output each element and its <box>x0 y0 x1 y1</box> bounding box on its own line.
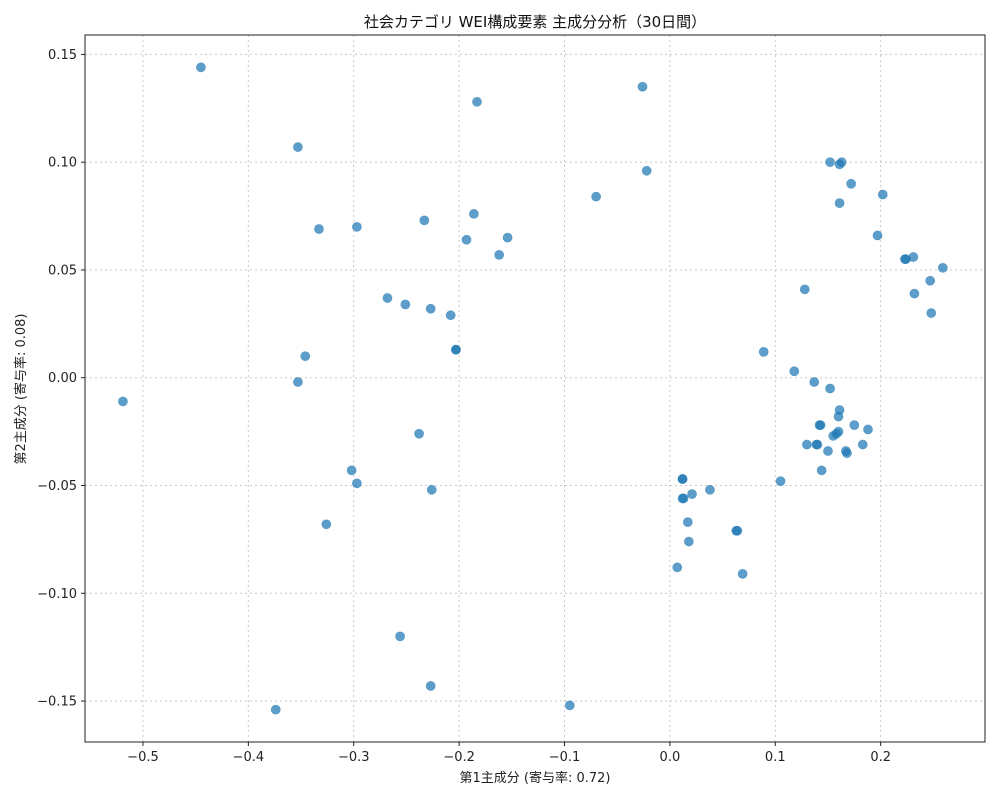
y-axis-label: 第2主成分 (寄与率: 0.08) <box>13 313 29 464</box>
scatter-point <box>425 303 436 314</box>
x-tick-label: 0.1 <box>765 750 786 765</box>
scatter-point <box>472 96 482 107</box>
scatter-point <box>564 700 575 711</box>
plot-frame <box>84 34 986 743</box>
x-axis-label: 第1主成分 (寄与率: 0.72) <box>459 770 610 786</box>
scatter-point <box>816 465 827 476</box>
y-tick-label: −0.10 <box>37 587 77 602</box>
scatter-point <box>445 310 456 321</box>
scatter-point <box>863 424 873 435</box>
scatter-point <box>461 234 472 245</box>
scatter-point <box>314 224 324 234</box>
data-points <box>118 62 948 715</box>
scatter-point <box>641 165 652 176</box>
scatter-point <box>823 446 833 456</box>
x-tick-label: −0.3 <box>338 750 370 765</box>
y-tick-label: 0.10 <box>48 156 77 171</box>
scatter-point <box>842 448 852 459</box>
scatter-point <box>419 215 430 226</box>
scatter-point <box>672 562 683 573</box>
scatter-point <box>321 519 332 530</box>
x-tick-label: −0.4 <box>233 750 265 765</box>
scatter-point <box>812 439 823 450</box>
scatter-point <box>382 293 393 303</box>
scatter-point <box>825 157 835 168</box>
scatter-point <box>400 299 411 310</box>
scatter-point <box>937 262 948 273</box>
x-tick-label: 0.0 <box>660 750 681 765</box>
chart-title: 社会カテゴリ WEI構成要素 主成分分析（30日間） <box>364 13 706 31</box>
scatter-point <box>846 178 857 189</box>
x-axis-ticks: −0.5 −0.4 −0.3 −0.2 −0.1 0.0 0.1 0.2 <box>127 742 891 765</box>
scatter-point <box>683 536 694 547</box>
y-tick-label: −0.15 <box>37 695 77 710</box>
scatter-point <box>926 308 937 318</box>
scatter-point <box>925 275 936 286</box>
scatter-point <box>414 428 424 439</box>
y-tick-label: 0.15 <box>48 48 77 63</box>
scatter-point <box>908 252 919 262</box>
x-tick-label: −0.5 <box>127 750 159 765</box>
scatter-point <box>426 484 437 495</box>
scatter-point <box>789 366 800 377</box>
y-axis-ticks: −0.15 −0.10 −0.05 0.00 0.05 0.10 0.15 <box>37 48 85 710</box>
scatter-point <box>494 249 505 260</box>
scatter-point <box>502 232 513 243</box>
scatter-point <box>834 405 845 415</box>
scatter-point <box>825 383 835 394</box>
scatter-point <box>682 517 693 528</box>
x-tick-label: 0.2 <box>870 750 891 765</box>
scatter-point <box>834 198 845 209</box>
y-tick-label: 0.00 <box>48 371 77 386</box>
scatter-point <box>799 284 810 295</box>
scatter-point <box>732 525 743 536</box>
scatter-point <box>196 62 206 73</box>
scatter-point <box>836 157 847 168</box>
scatter-point <box>909 288 920 299</box>
scatter-point <box>351 478 362 489</box>
x-tick-label: −0.1 <box>549 750 581 765</box>
scatter-point <box>775 476 786 487</box>
scatter-point <box>737 568 748 579</box>
grid <box>85 35 985 742</box>
scatter-point <box>591 191 602 202</box>
scatter-point <box>425 681 436 691</box>
scatter-point <box>292 377 303 387</box>
scatter-point <box>678 493 689 504</box>
y-tick-label: 0.05 <box>48 263 77 278</box>
scatter-point <box>270 704 281 715</box>
scatter-point <box>468 209 479 219</box>
y-tick-label: −0.05 <box>37 479 77 494</box>
scatter-point <box>849 420 860 431</box>
scatter-point <box>809 377 820 387</box>
scatter-point <box>677 474 688 484</box>
scatter-point <box>292 142 303 152</box>
scatter-point <box>877 189 888 200</box>
scatter-point <box>815 420 826 431</box>
scatter-point <box>346 465 357 476</box>
scatter-point <box>833 426 844 437</box>
scatter-point <box>705 484 715 495</box>
scatter-point <box>857 439 868 450</box>
scatter-point <box>351 221 362 232</box>
scatter-point <box>758 346 769 357</box>
scatter-point <box>872 230 883 241</box>
scatter-point <box>300 351 311 362</box>
x-tick-label: −0.2 <box>443 750 475 765</box>
scatter-point <box>118 396 128 407</box>
scatter-point <box>451 344 461 355</box>
scatter-point <box>395 631 406 642</box>
scatter-point <box>687 489 697 500</box>
scatter-point <box>637 81 648 92</box>
scatter-point <box>801 439 812 450</box>
